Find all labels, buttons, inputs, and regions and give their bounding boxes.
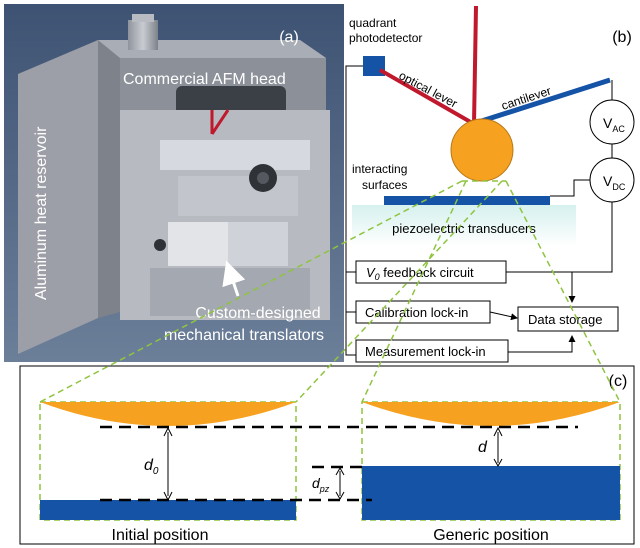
- piezo-label: piezoelectric transducers: [392, 221, 536, 236]
- photodetector-label-line2: photodetector: [349, 31, 422, 45]
- translator-label-line1: Custom-designed: [195, 305, 320, 322]
- translator-arrow: [222, 260, 246, 297]
- generic-sphere-cap: [362, 402, 620, 426]
- afm-head-label: Commercial AFM head: [123, 71, 286, 88]
- feedback-circuit-box: [355, 260, 507, 284]
- mechanical-translator: [168, 222, 228, 266]
- initial-sphere-cap: [40, 402, 296, 426]
- cantilever: [465, 77, 611, 129]
- interacting-surfaces-line1: interacting: [352, 162, 407, 176]
- optical-lever-beam: [379, 68, 475, 126]
- heat-reservoir-block: [18, 40, 98, 354]
- generic-position-caption: Generic position: [433, 527, 549, 544]
- initial-substrate: [40, 500, 296, 520]
- incident-laser: [472, 5, 478, 125]
- piezo-transducers: [352, 205, 576, 247]
- photodetector-label-line1: quadrant: [349, 16, 397, 30]
- optical-lever-label: optical lever: [397, 68, 460, 110]
- calibration-lockin-box: [355, 300, 491, 324]
- panel-c-gap-schematic: (c) d0 d dpz Initial: [19, 180, 635, 545]
- substrate: [384, 196, 550, 205]
- adjustment-knob: [128, 20, 158, 50]
- panel-a-tag: (a): [279, 29, 299, 46]
- photodetector-wire: [345, 65, 363, 356]
- data-storage-label: Data storage: [528, 312, 602, 327]
- feedback-circuit-label: V0 feedback circuit: [366, 265, 474, 282]
- initial-position-caption: Initial position: [112, 527, 209, 544]
- d0-label: d0: [144, 457, 159, 477]
- vdc-label: VDC: [603, 173, 626, 192]
- heat-reservoir-label: Aluminum heat reservoir: [33, 126, 50, 300]
- panel-b-tag: (b): [612, 29, 632, 46]
- zoom-line-right: [361, 180, 467, 403]
- panel-a-photo: (a) Commercial AFM head Aluminum heat re…: [4, 4, 344, 362]
- measurement-lockin-box: [355, 339, 509, 363]
- calibration-lockin-label: Calibration lock-in: [365, 305, 468, 320]
- vac-label: VAC: [603, 115, 625, 134]
- data-storage-box: [517, 306, 619, 332]
- generic-substrate: [362, 466, 620, 520]
- afm-sphere: [450, 118, 514, 182]
- translator-label-line2: mechanical translators: [164, 327, 324, 344]
- d-label: d: [478, 439, 488, 456]
- interacting-surfaces-line2: surfaces: [362, 178, 407, 192]
- panel-b-schematic: (b) quadrant photodetector optical lever…: [345, 5, 635, 363]
- dpz-label: dpz: [312, 475, 330, 494]
- panel-c-tag: (c): [609, 373, 628, 390]
- measurement-lockin-label: Measurement lock-in: [365, 344, 486, 359]
